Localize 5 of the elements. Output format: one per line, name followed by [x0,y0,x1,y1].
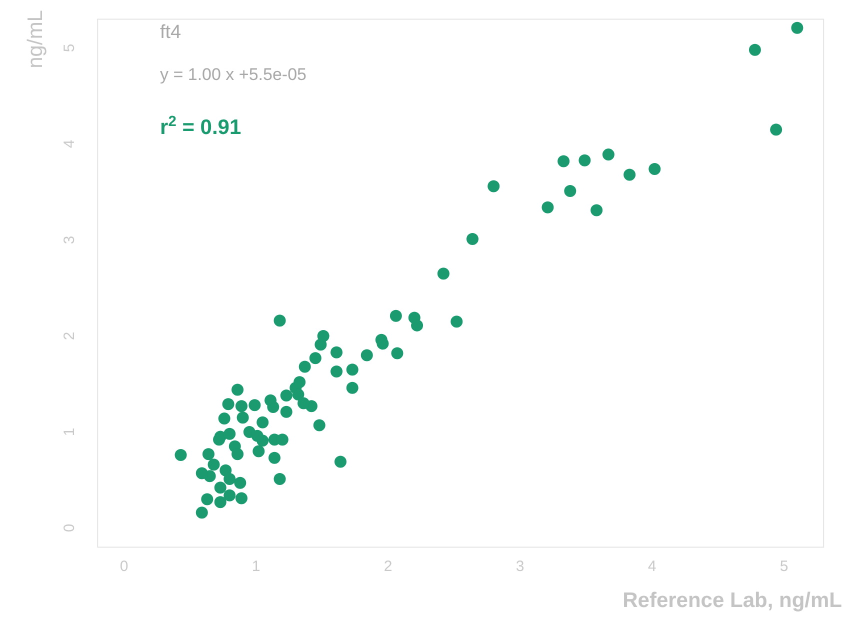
y-axis-title: ng/mL [24,10,47,68]
chart-title: ft4 [160,22,182,43]
annotation: r$^{2}$ = 0.91 [160,114,242,139]
annotation: y = 1.00 x +5.5e-05 [160,65,306,84]
x-axis-title: Reference Lab, ng/mL [622,589,842,612]
